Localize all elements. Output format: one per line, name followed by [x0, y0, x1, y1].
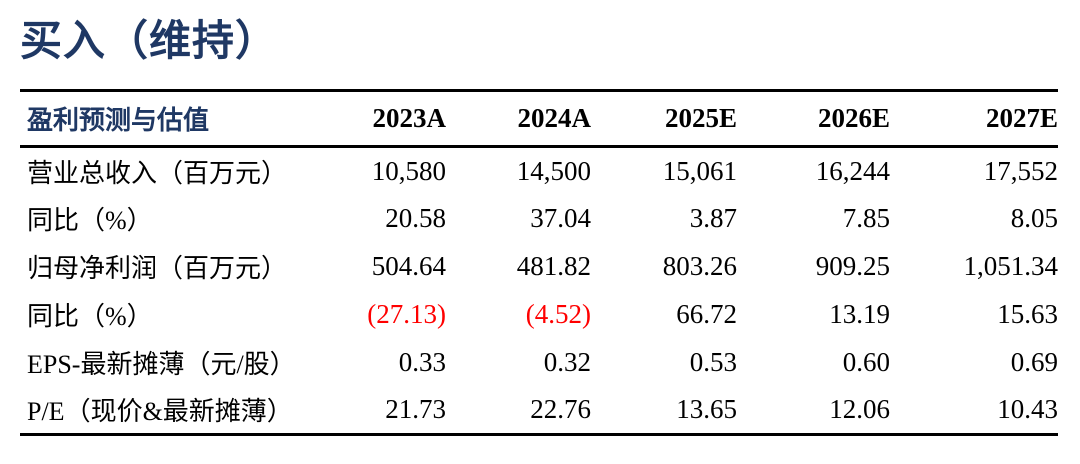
rating-title: 买入（维持）	[20, 19, 279, 65]
metric-value: 14,500	[516, 155, 591, 186]
table-row-eps: EPS-最新摊薄（元/股） 0.33 0.32 0.53 0.60 0.69	[20, 339, 1058, 387]
metric-value: 15.63	[997, 299, 1058, 329]
metric-value: 10.43	[997, 394, 1058, 425]
year-header-2023a: 2023A	[372, 103, 447, 133]
earnings-forecast-table: 盈利预测与估值 2023A 2024A 2025E 2026E 2027E 营业…	[20, 89, 1058, 436]
metric-value: 13.65	[676, 394, 737, 425]
year-header-2024a: 2024A	[517, 103, 592, 133]
metric-value: 15,061	[662, 155, 737, 186]
year-header-2027e: 2027E	[985, 103, 1058, 133]
metric-label: 同比（%）	[27, 206, 153, 235]
metric-value: 7.85	[842, 203, 890, 233]
metric-value: 909.25	[815, 251, 890, 281]
metric-value: 3.87	[689, 203, 737, 233]
metric-value: 22.76	[530, 394, 591, 425]
year-header-2025e: 2025E	[664, 103, 737, 133]
metric-value: 66.72	[676, 299, 737, 329]
metric-label: 营业总收入（百万元）	[27, 158, 288, 188]
metric-value: 0.69	[1010, 347, 1058, 377]
metric-value: 12.06	[829, 394, 890, 425]
table-header-row: 盈利预测与估值 2023A 2024A 2025E 2026E 2027E	[20, 91, 1058, 147]
metric-value: 37.04	[530, 203, 591, 233]
metric-label: EPS-最新摊薄（元/股）	[27, 350, 296, 379]
metric-value: 1,051.34	[963, 251, 1059, 281]
year-header-2026e: 2026E	[817, 103, 890, 133]
table-row-net-profit: 归母净利润（百万元） 504.64 481.82 803.26 909.25 1…	[20, 243, 1058, 291]
metric-label: P/E（现价&最新摊薄）	[27, 397, 293, 427]
metric-value: 10,580	[371, 155, 446, 186]
metric-value: 13.19	[829, 299, 890, 329]
metric-value: 0.60	[842, 347, 890, 377]
metric-value: 803.26	[662, 251, 737, 281]
metric-value: 481.82	[516, 251, 591, 281]
metric-label: 同比（%）	[27, 302, 153, 331]
table-title: 盈利预测与估值	[27, 106, 210, 135]
metric-value: 16,244	[815, 155, 890, 186]
metric-value: 504.64	[371, 251, 446, 281]
metric-value: 21.73	[385, 394, 446, 425]
metric-value: 0.33	[398, 347, 446, 377]
table-row-profit-yoy: 同比（%） (27.13) (4.52) 66.72 13.19 15.63	[20, 291, 1058, 339]
metric-value: 20.58	[385, 203, 446, 233]
metric-label: 归母净利润（百万元）	[27, 254, 288, 283]
metric-value: 17,552	[983, 155, 1058, 186]
metric-value: 8.05	[1010, 203, 1058, 233]
metric-value: 0.32	[543, 347, 591, 377]
table-row-revenue-yoy: 同比（%） 20.58 37.04 3.87 7.85 8.05	[20, 195, 1058, 243]
table-row-total-revenue: 营业总收入（百万元） 10,580 14,500 15,061 16,244 1…	[20, 147, 1058, 195]
metric-value-negative: (27.13)	[367, 299, 446, 329]
table-row-pe: P/E（现价&最新摊薄） 21.73 22.76 13.65 12.06 10.…	[20, 387, 1058, 435]
metric-value: 0.53	[689, 347, 737, 377]
metric-value-negative: (4.52)	[525, 299, 591, 329]
